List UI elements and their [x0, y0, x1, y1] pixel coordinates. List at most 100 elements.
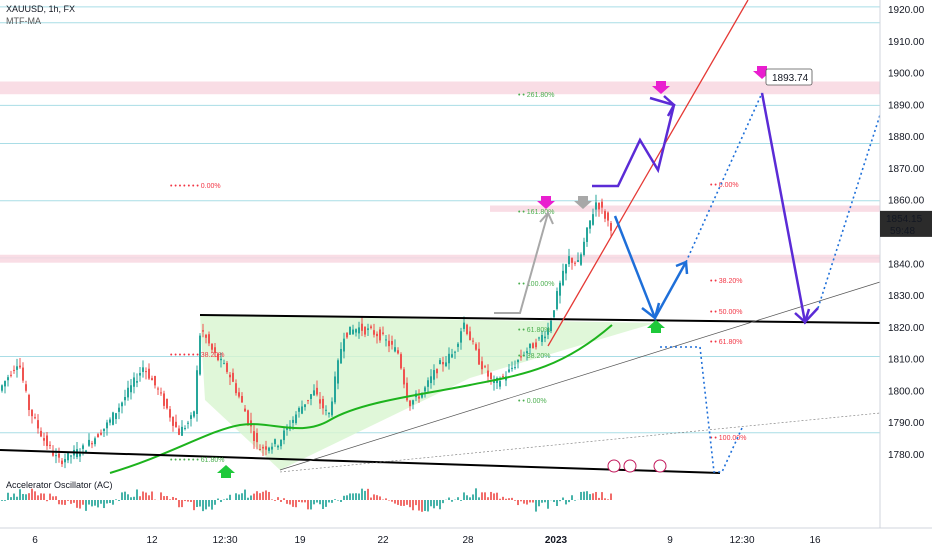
candle-body	[592, 214, 594, 225]
osc-bar	[277, 497, 279, 500]
fib-label-right: • • 38.20%	[710, 278, 743, 285]
osc-bar	[412, 500, 414, 510]
candle-body	[25, 384, 27, 391]
candle-body	[253, 431, 255, 441]
candle-body	[40, 431, 42, 437]
osc-bar	[418, 500, 420, 511]
osc-bar	[139, 496, 141, 500]
candle-body	[94, 438, 96, 444]
candle-body	[373, 330, 375, 335]
osc-bar	[586, 491, 588, 500]
trend-lines	[0, 0, 880, 473]
osc-bar	[499, 499, 501, 500]
osc-bar	[298, 500, 300, 502]
candle-body	[343, 339, 345, 352]
candle-body	[64, 459, 66, 462]
candle-body	[97, 434, 99, 437]
osc-bar	[571, 495, 573, 500]
price-axis: 1920.001910.001900.001890.001880.001870.…	[880, 0, 932, 528]
candle-body	[355, 329, 357, 332]
candle-body	[553, 310, 555, 317]
osc-bar	[49, 494, 51, 500]
osc-bar	[250, 495, 252, 500]
osc-bar	[532, 500, 534, 503]
candle-body	[544, 337, 546, 339]
osc-bar	[301, 500, 303, 502]
time-tick: 2023	[545, 535, 568, 546]
osc-bar	[97, 500, 99, 507]
osc-bar	[400, 500, 402, 506]
candle-body	[82, 445, 84, 449]
candle-body	[514, 367, 516, 368]
candle-body	[511, 368, 513, 369]
candle-body	[16, 366, 18, 370]
candle-body	[49, 445, 51, 446]
candle-body	[328, 413, 330, 414]
candle-body	[349, 327, 351, 335]
osc-bar	[241, 493, 243, 500]
candle-body	[280, 440, 282, 446]
osc-bar	[283, 498, 285, 500]
candle-body	[418, 397, 420, 399]
osc-bar	[259, 493, 261, 500]
candle-body	[262, 447, 264, 449]
candle-body	[244, 409, 246, 412]
candle-body	[499, 381, 501, 387]
osc-bar	[325, 500, 327, 507]
candle-body	[136, 381, 138, 383]
osc-bar	[559, 500, 561, 501]
candle-body	[388, 341, 390, 346]
osc-bar	[589, 494, 591, 500]
osc-bar	[598, 498, 600, 500]
osc-bar	[268, 492, 270, 500]
candle-body	[475, 344, 477, 350]
candle-body	[100, 433, 102, 435]
osc-bar	[181, 500, 183, 507]
red-trend-line	[548, 0, 748, 346]
osc-bar	[76, 500, 78, 508]
candle-body	[46, 436, 48, 446]
candle-body	[487, 371, 489, 377]
zones	[0, 82, 880, 263]
price-tick: 1900.00	[888, 69, 925, 80]
osc-bar	[394, 500, 396, 504]
candle-body	[133, 377, 135, 386]
candle-body	[139, 373, 141, 376]
osc-bar	[583, 492, 585, 500]
blue-arrow	[615, 216, 686, 318]
osc-bar	[607, 499, 609, 500]
candle-body	[589, 220, 591, 228]
osc-bar	[271, 499, 273, 500]
candle-body	[259, 449, 261, 450]
fib-label-right: • • 100.00%	[710, 435, 746, 442]
time-tick: 19	[294, 535, 306, 546]
candle-body	[154, 376, 156, 385]
candle-body	[112, 412, 114, 424]
candle-body	[175, 422, 177, 427]
candle-body	[28, 395, 30, 410]
green-marker-1	[647, 320, 665, 333]
candle-body	[187, 423, 189, 424]
candle-body	[88, 440, 90, 446]
candle-body	[148, 369, 150, 379]
candle-body	[181, 427, 183, 436]
osc-bar	[52, 496, 54, 500]
candle-body	[331, 401, 333, 415]
candle-body	[325, 410, 327, 411]
indicator-label: MTF-MA	[6, 16, 41, 26]
candle-body	[277, 446, 279, 448]
osc-bar	[112, 500, 114, 505]
osc-bar	[217, 499, 219, 500]
osc-bar	[202, 500, 204, 511]
fib-label-left: • • • • • • • 38.20%	[170, 352, 225, 359]
candle-body	[292, 420, 294, 423]
candle-body	[409, 401, 411, 406]
osc-bar	[124, 492, 126, 500]
candle-body	[580, 254, 582, 264]
candle-body	[478, 349, 480, 365]
osc-bar	[361, 489, 363, 500]
candle-body	[265, 446, 267, 449]
osc-bar	[520, 500, 522, 501]
